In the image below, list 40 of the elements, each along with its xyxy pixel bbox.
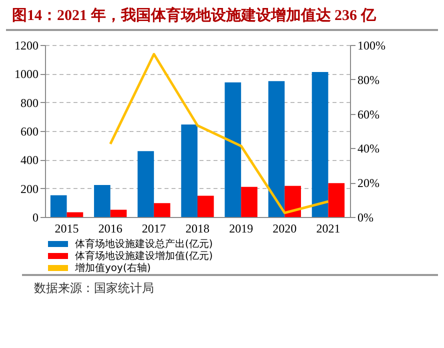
- legend-label: 体育场地设施建设总产出(亿元): [75, 238, 213, 250]
- y2-tick-label: 80%: [358, 72, 380, 87]
- x-tick-label: 2015: [54, 222, 79, 236]
- y-tick-label: 200: [20, 182, 38, 196]
- y-tick-label: 400: [20, 153, 38, 168]
- y-tick-label: 600: [20, 124, 38, 138]
- y2-tick-label: 20%: [358, 176, 380, 190]
- line-series: [109, 52, 330, 214]
- x-tick-label: 2017: [142, 222, 166, 236]
- x-tick-label: 2018: [186, 222, 210, 236]
- legend-label: 体育场地设施建设增加值(亿元): [75, 250, 213, 262]
- bar: [181, 124, 198, 217]
- x-tick-label: 2019: [229, 222, 254, 236]
- bar: [198, 196, 214, 217]
- y2-tick-label: 100%: [358, 38, 386, 52]
- bar: [66, 212, 84, 217]
- bar: [94, 185, 110, 217]
- chart-title: 图14：2021 年，我国体育场地设施建设增加值达 236 亿: [6, 0, 438, 31]
- y2-tick-label: 40%: [358, 142, 380, 156]
- bar: [328, 183, 345, 217]
- legend-label: 增加值yoy(右轴): [74, 262, 151, 274]
- y2-tick-label: 60%: [358, 107, 380, 122]
- bar: [312, 72, 328, 217]
- y-tick-label: 0: [32, 210, 38, 224]
- bar: [50, 195, 67, 217]
- y-tick-label: 1000: [14, 67, 38, 82]
- bar: [110, 210, 127, 217]
- y-tick-label: 800: [20, 96, 38, 110]
- bar: [268, 81, 285, 217]
- bar: [284, 186, 301, 217]
- x-tick-label: 2020: [272, 222, 297, 236]
- bar: [154, 203, 170, 217]
- x-tick-label: 2016: [98, 222, 122, 236]
- source-note: 数据来源：国家统计局: [22, 274, 438, 301]
- x-tick-label: 2021: [316, 222, 340, 236]
- bar: [138, 151, 154, 217]
- bar: [241, 186, 258, 217]
- bar: [224, 82, 242, 217]
- y-tick-label: 1200: [14, 38, 38, 52]
- y2-tick-label: 0%: [358, 210, 374, 224]
